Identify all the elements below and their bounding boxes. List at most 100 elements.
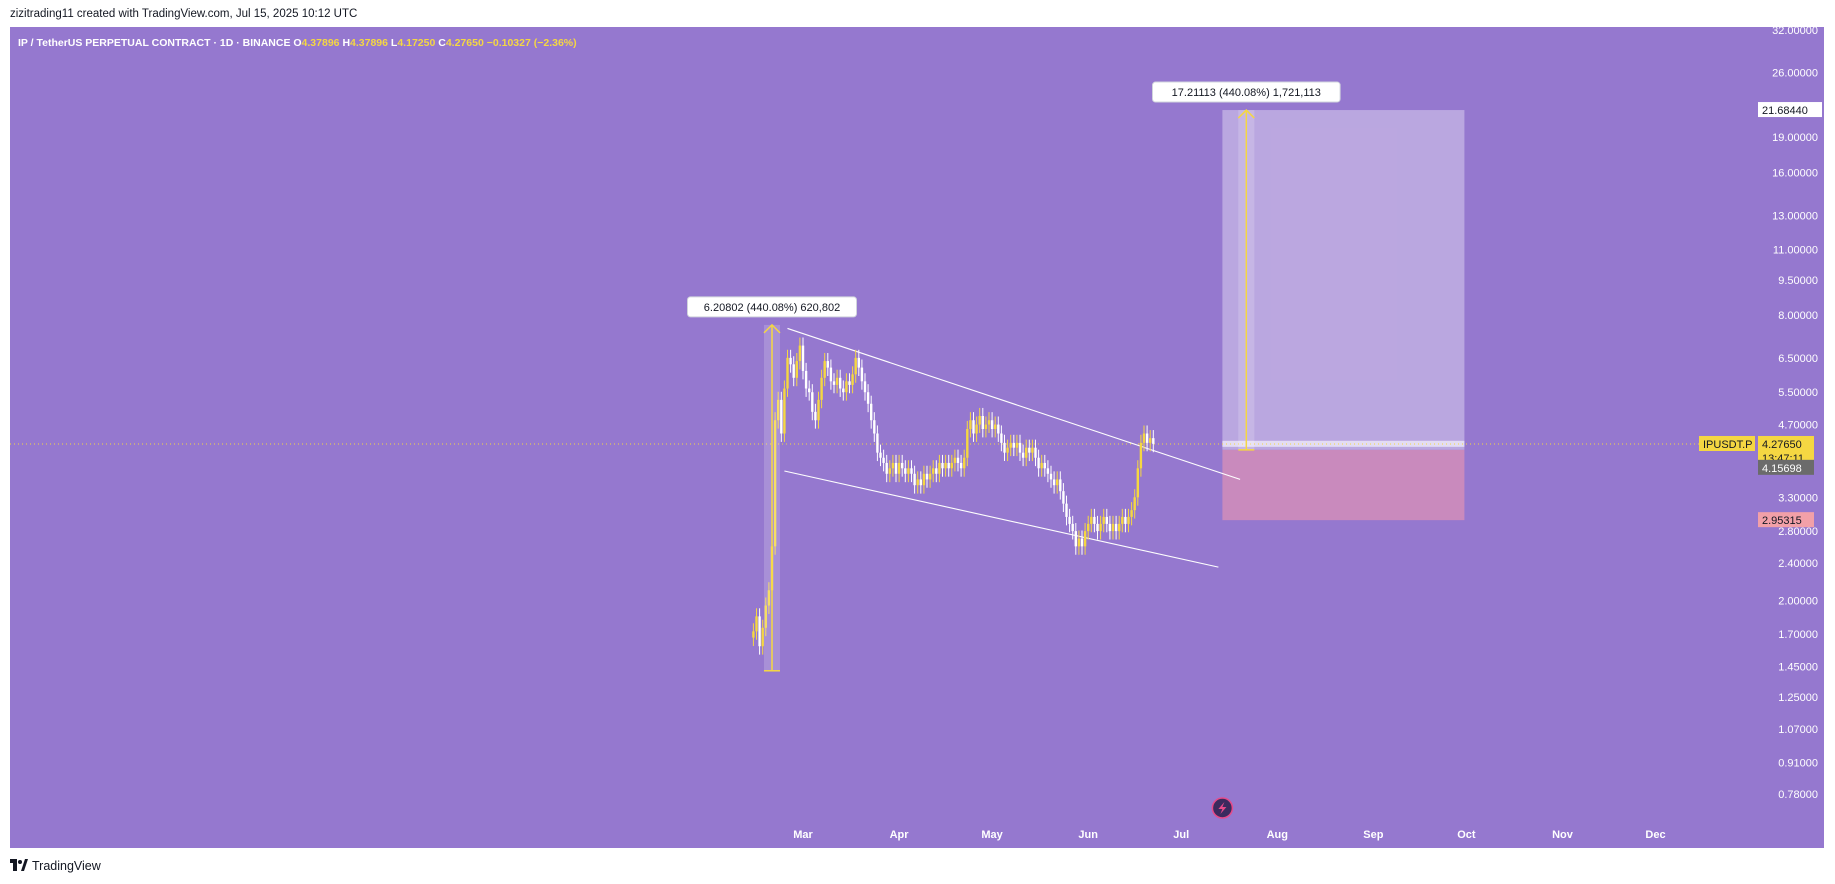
candle-body (1071, 523, 1074, 532)
candle-body (932, 468, 935, 474)
candle-body (860, 367, 864, 382)
y-axis-tick: 6.50000 (1778, 353, 1818, 365)
x-axis-tick: Nov (1552, 829, 1574, 841)
candle-body (966, 428, 969, 458)
y-axis-tick: 2.00000 (1778, 595, 1818, 607)
lightning-bolt (1218, 802, 1227, 814)
candle-body (941, 462, 944, 469)
candle-body (1003, 442, 1006, 453)
y-axis-tick: 19.00000 (1772, 132, 1818, 144)
entry-price-label: 4.15698 (1762, 463, 1802, 475)
y-axis-tick: 3.30000 (1778, 492, 1818, 504)
y-axis-tick: 8.00000 (1778, 310, 1818, 322)
trendline-0 (787, 327, 1241, 480)
candle-body (978, 415, 981, 425)
candle-body (1130, 510, 1133, 517)
chart-area[interactable] (10, 27, 1824, 848)
candle-body (755, 616, 758, 632)
candle-body (1152, 438, 1155, 444)
candle-body (857, 357, 860, 368)
candle-body (1149, 438, 1152, 443)
candle-body (1068, 516, 1071, 524)
candle-body (935, 468, 938, 474)
candle-body (969, 420, 972, 429)
candle-body (879, 452, 882, 458)
y-axis-tick: 13.00000 (1772, 210, 1818, 222)
y-axis-tick: 32.00000 (1772, 25, 1818, 37)
candle-body (842, 388, 845, 393)
x-axis-tick: Aug (1267, 829, 1288, 841)
candle-body (1111, 523, 1115, 532)
candle-body (752, 631, 755, 638)
candle-body (953, 457, 957, 463)
candle-body (1108, 523, 1112, 532)
candle-body (910, 468, 913, 474)
measure-label-box-0 (687, 296, 857, 318)
candle-body (792, 364, 795, 378)
candle-body (873, 420, 876, 434)
y-axis-tick: 1.45000 (1778, 661, 1818, 673)
candle-body (1056, 479, 1059, 486)
candle-body (1037, 457, 1040, 469)
candle-body (1065, 503, 1068, 517)
candle-body (1136, 468, 1139, 498)
candle-body (919, 479, 922, 486)
symbol-info-line: IP / TetherUS PERPETUAL CONTRACT · 1D · … (18, 37, 577, 49)
y-axis-tick: 5.50000 (1778, 387, 1818, 399)
high-value: 4.37896 (350, 37, 388, 49)
candle-body (1021, 452, 1025, 458)
footer-brand[interactable]: TradingView (32, 859, 101, 873)
measure-label-1: 17.21113 (440.08%) 1,721,113 (1172, 87, 1321, 99)
candle-body (789, 357, 792, 365)
candle-body (764, 605, 767, 628)
x-axis-tick: Apr (890, 829, 910, 841)
candle-body (1145, 433, 1149, 443)
candle-body (777, 399, 780, 421)
candle-body (913, 473, 916, 486)
candle-body (798, 345, 802, 362)
candle-body (1133, 497, 1136, 511)
candle-body (835, 377, 839, 385)
candle-body (1034, 447, 1037, 458)
candle-body (817, 399, 820, 421)
candle-body (885, 462, 888, 474)
candle-body (839, 377, 842, 389)
candle-body (938, 462, 941, 474)
open-value: 4.37896 (301, 37, 340, 49)
y-axis-tick: 0.91000 (1778, 757, 1818, 769)
candle-body (916, 479, 919, 486)
candle-body (1114, 523, 1118, 532)
candle-body (1059, 479, 1062, 492)
y-axis-tick: 2.80000 (1778, 526, 1818, 538)
candle-body (1043, 462, 1046, 469)
candle-body (922, 473, 926, 486)
symbol-title[interactable]: IP / TetherUS PERPETUAL CONTRACT · 1D · … (18, 37, 291, 49)
stop-price-label: 2.95315 (1762, 515, 1802, 527)
candle-body (1139, 442, 1143, 469)
stop-zone (1222, 449, 1465, 521)
footer: TradingView (10, 858, 101, 874)
y-axis-tick: 9.50000 (1778, 275, 1818, 287)
x-axis-tick: Oct (1457, 829, 1476, 841)
measure-head-0 (763, 323, 781, 334)
candle-body (959, 462, 963, 469)
candle-body (1102, 516, 1105, 524)
candle-body (1087, 523, 1090, 532)
candle-body (823, 361, 826, 378)
candle-body (848, 381, 851, 385)
y-axis-tick: 1.07000 (1778, 724, 1818, 736)
candle-body (826, 361, 829, 368)
tradingview-logo-icon[interactable] (10, 858, 28, 874)
candle-body (994, 424, 997, 429)
candle-body (950, 462, 953, 469)
y-axis-tick: 2.40000 (1778, 558, 1818, 570)
candle-body (894, 462, 898, 474)
candle-body (882, 457, 885, 463)
stop-price-label-bg (1758, 512, 1814, 528)
candle-body (897, 462, 901, 474)
candle-body (1099, 523, 1102, 532)
candle-body (984, 424, 988, 429)
candle-body (928, 473, 932, 480)
candle-body (1124, 516, 1127, 524)
